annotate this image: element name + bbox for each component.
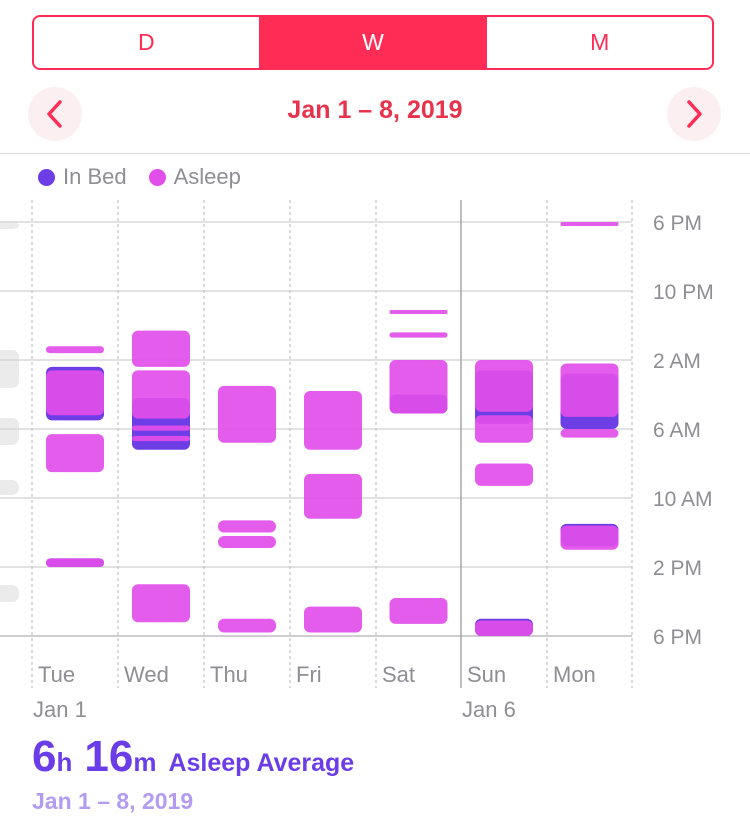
segment-month[interactable]: M [485, 17, 712, 68]
asleep-bar [132, 584, 190, 623]
asleep-bar [304, 391, 362, 450]
x-tick-label: Sat [382, 662, 415, 687]
y-tick-label: 10 AM [653, 488, 713, 511]
legend-in-bed: In Bed [38, 164, 127, 190]
asleep-bar [475, 360, 533, 412]
previous-week-mark-1 [0, 350, 19, 388]
week-start-label: Jan 1 [33, 697, 87, 722]
x-tick-label: Thu [210, 662, 248, 687]
average-minutes-value: 16 [84, 732, 134, 781]
legend-asleep: Asleep [148, 164, 241, 190]
asleep-bar [560, 363, 619, 417]
segment-week[interactable]: W [258, 17, 486, 68]
asleep-bar [132, 330, 190, 367]
asleep-bar [389, 332, 448, 338]
segment-day[interactable]: D [138, 29, 155, 55]
y-tick-label: 10 PM [653, 281, 714, 304]
average-minutes-unit: m [133, 747, 157, 777]
asleep-bar [218, 618, 276, 633]
asleep-bar [218, 535, 276, 549]
asleep-bar [389, 360, 448, 414]
asleep-bar [475, 620, 533, 636]
chevron-left-icon [47, 100, 62, 128]
y-tick-label: 6 PM [653, 212, 702, 235]
next-week-button[interactable] [667, 87, 721, 141]
y-tick-label: 2 AM [653, 350, 701, 373]
average-label: Asleep Average [168, 749, 355, 777]
header-divider [0, 153, 750, 154]
asleep-bar [475, 463, 533, 486]
week-start-label: Jan 6 [462, 697, 516, 722]
asleep-bar [560, 222, 619, 226]
y-tick-label: 6 AM [653, 419, 701, 442]
date-range-title: Jan 1 – 8, 2019 [287, 96, 463, 124]
asleep-bar [132, 435, 190, 442]
x-tick-label: Sun [467, 662, 506, 687]
legend-in-bed-swatch [38, 168, 55, 186]
asleep-bar [46, 434, 104, 473]
legend-asleep-label: Asleep [173, 164, 241, 189]
previous-week-button[interactable] [28, 87, 82, 141]
previous-week-mark-0 [0, 222, 19, 229]
average-hours-value: 6 [32, 732, 57, 781]
legend-asleep-swatch [148, 168, 166, 186]
previous-week-mark-2 [0, 418, 19, 445]
asleep-bar [304, 473, 362, 519]
range-segmented-control: D W M [32, 15, 714, 70]
asleep-bar [46, 346, 104, 354]
summary-date-range: Jan 1 – 8, 2019 [32, 788, 194, 814]
asleep-bar [46, 370, 104, 416]
asleep-bar [132, 370, 190, 419]
asleep-bar [475, 415, 533, 443]
x-tick-label: Tue [38, 662, 75, 687]
previous-week-mark-3 [0, 480, 19, 495]
asleep-bar [218, 520, 276, 533]
chart-legend: In Bed Asleep [38, 164, 241, 190]
asleep-bar [389, 598, 448, 624]
asleep-bar [560, 429, 619, 438]
sleep-average-summary: 6 h 16 m Asleep Average [32, 732, 354, 782]
y-tick-label: 2 PM [653, 557, 702, 580]
asleep-bar [304, 606, 362, 633]
asleep-bar [389, 309, 448, 314]
x-tick-label: Mon [553, 662, 596, 687]
chevron-right-icon [687, 100, 702, 128]
x-tick-label: Wed [124, 662, 169, 687]
previous-week-mark-4 [0, 585, 19, 602]
x-tick-label: Fri [296, 662, 322, 687]
average-hours-unit: h [56, 747, 73, 777]
asleep-bar [46, 558, 104, 567]
asleep-bar [218, 385, 276, 443]
y-tick-label: 6 PM [653, 626, 702, 649]
legend-in-bed-label: In Bed [63, 164, 127, 189]
asleep-bar [132, 425, 190, 431]
sleep-range-chart: 6 PM 10 PM 2 AM 6 AM 10 AM 2 PM 6 PM Tue Wed Thu F… [0, 200, 714, 722]
asleep-bar [560, 525, 619, 550]
